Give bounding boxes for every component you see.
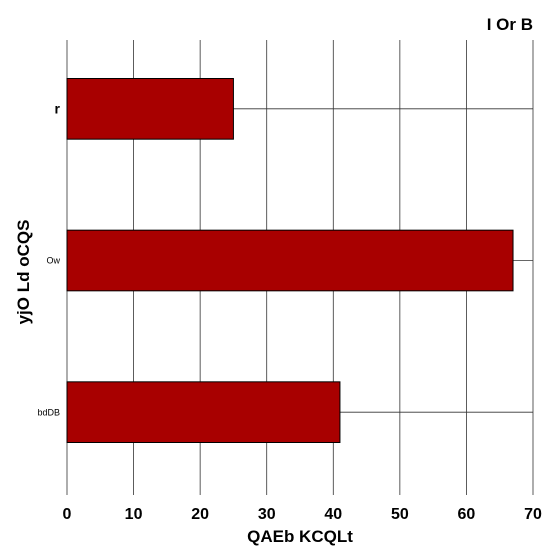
x-tick-label: 40 xyxy=(324,506,342,523)
y-tick-label: r xyxy=(55,101,61,117)
x-axis-label: QAEb KCQLt xyxy=(247,527,353,546)
y-axis-label: yjO Ld oCQS xyxy=(14,220,33,325)
x-tick-label: 50 xyxy=(391,506,409,523)
bar-r xyxy=(66,78,234,140)
bar-bdDB xyxy=(66,381,341,444)
x-tick-label: 30 xyxy=(258,506,276,523)
bar-Ow xyxy=(66,229,514,292)
y-tick-label: bdDB xyxy=(37,407,60,417)
chart-title: I Or B xyxy=(487,15,533,34)
x-tick-label: 0 xyxy=(63,506,72,523)
y-tick-labels: r Ow bdDB xyxy=(37,101,60,418)
x-tick-labels: 0 10 20 30 40 50 60 70 xyxy=(63,506,542,523)
bars xyxy=(66,78,514,444)
x-tick-label: 20 xyxy=(191,506,209,523)
x-tick-label: 60 xyxy=(458,506,476,523)
y-tick-label: Ow xyxy=(47,256,61,266)
x-tick-label: 10 xyxy=(125,506,143,523)
x-tick-label: 70 xyxy=(524,506,542,523)
